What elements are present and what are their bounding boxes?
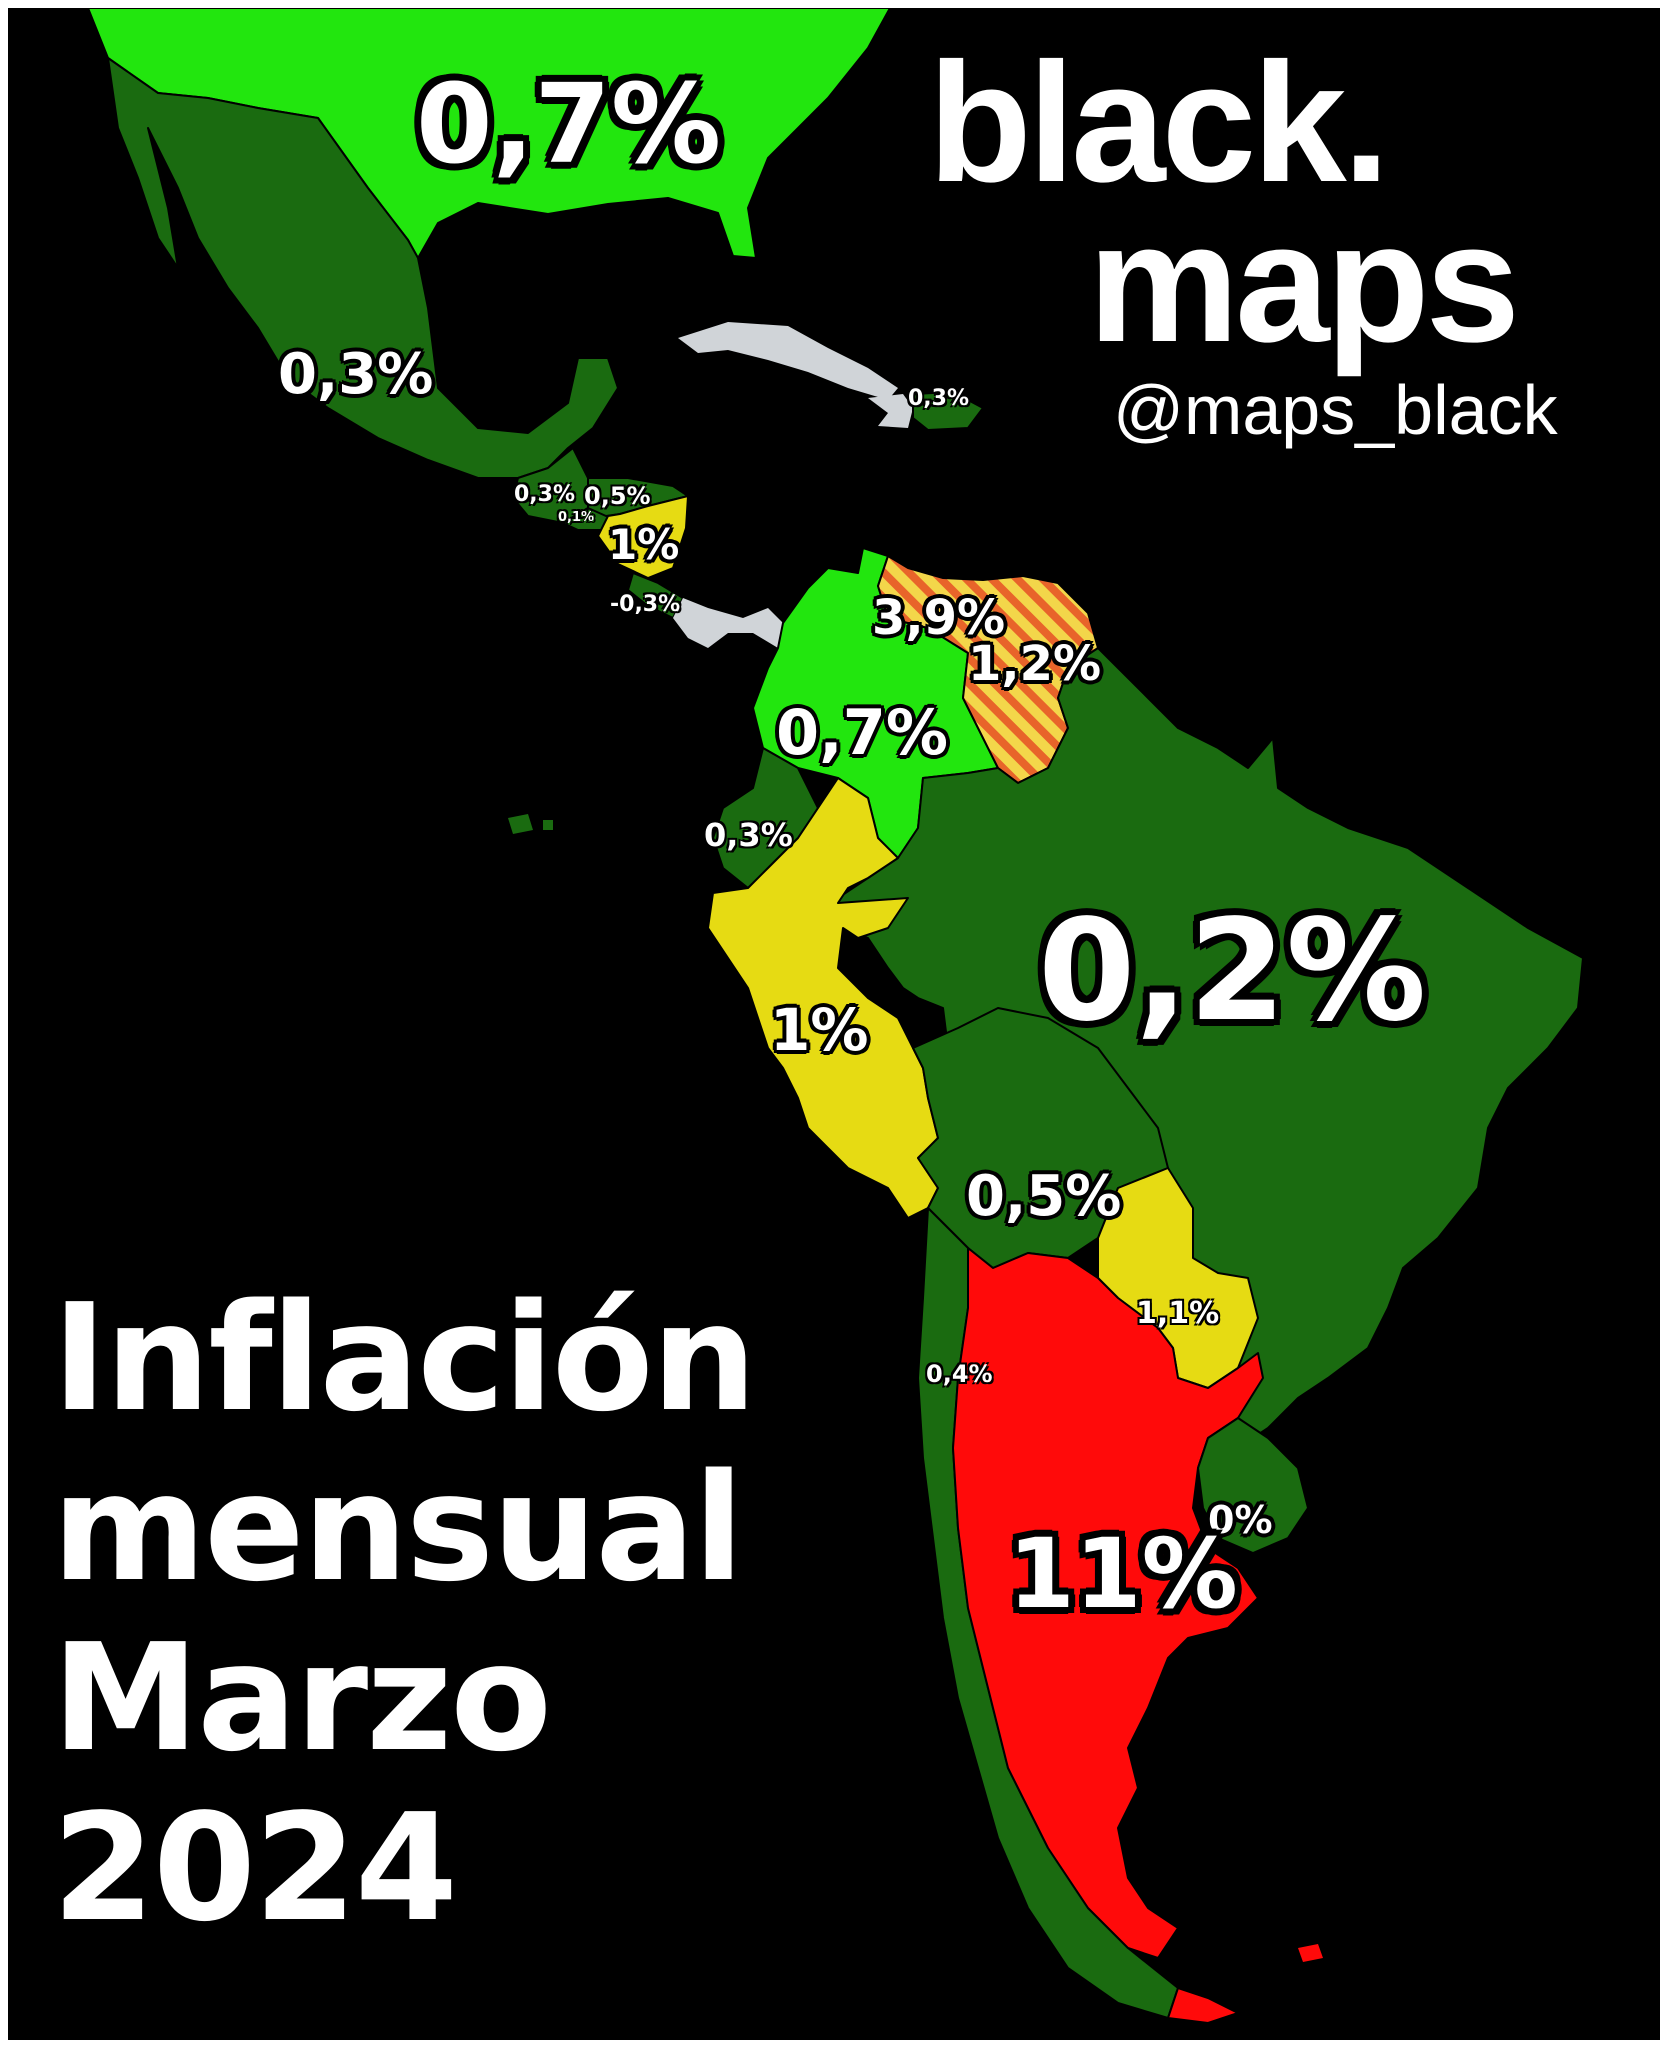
title-line4: 2024: [52, 1782, 458, 1954]
tierra-del-fuego-region: [1167, 1987, 1239, 2024]
haiti-region: [868, 394, 913, 428]
panama-region: [673, 598, 783, 648]
label-bolivia: 0,5%: [966, 1164, 1122, 1229]
label-brazil: 0,2%: [1038, 890, 1427, 1053]
uruguay-region: [1197, 1417, 1309, 1554]
map-frame: black. maps @maps_black Inflación mensua…: [8, 8, 1660, 2040]
label-mexico: 0,3%: [278, 342, 434, 407]
label-el-salvador: 0,1%: [558, 510, 595, 525]
label-paraguay: 1,1%: [1136, 1296, 1220, 1331]
title-line2: mensual: [52, 1442, 744, 1614]
label-nicaragua: 1%: [608, 520, 680, 569]
label-ecuador: 0,3%: [704, 816, 793, 854]
label-guatemala: 0,3%: [514, 482, 576, 507]
inflation-map: [87, 8, 1584, 2024]
nicaragua-region: [597, 495, 689, 579]
cuba-region: [678, 322, 898, 400]
label-venezuela-b: 1,2%: [968, 636, 1102, 692]
argentina-region: [952, 1247, 1264, 1959]
label-dominican-republic: 0,3%: [908, 386, 970, 411]
label-colombia: 0,7%: [776, 696, 948, 769]
peru-region: [707, 777, 939, 1219]
brand-title-line2: maps: [1088, 188, 1520, 378]
label-honduras: 0,5%: [584, 482, 651, 510]
falklands-region: [1298, 1944, 1323, 1962]
label-argentina: 11%: [1008, 1518, 1238, 1630]
title-line1: Inflación: [52, 1272, 757, 1444]
label-uruguay: 0%: [1208, 1498, 1273, 1542]
brand-handle: @maps_black: [1113, 371, 1558, 449]
label-venezuela-a: 3,9%: [872, 590, 1006, 646]
dominican-republic-region: [912, 391, 984, 431]
label-chile: 0,4%: [926, 1360, 993, 1388]
brand-title-line1: black.: [928, 28, 1390, 218]
label-peru: 1%: [770, 996, 869, 1064]
label-costa-rica: -0,3%: [610, 592, 681, 617]
galapagos-region: [508, 814, 553, 834]
label-usa: 0,7%: [416, 60, 722, 188]
title-line3: Marzo: [52, 1612, 552, 1784]
